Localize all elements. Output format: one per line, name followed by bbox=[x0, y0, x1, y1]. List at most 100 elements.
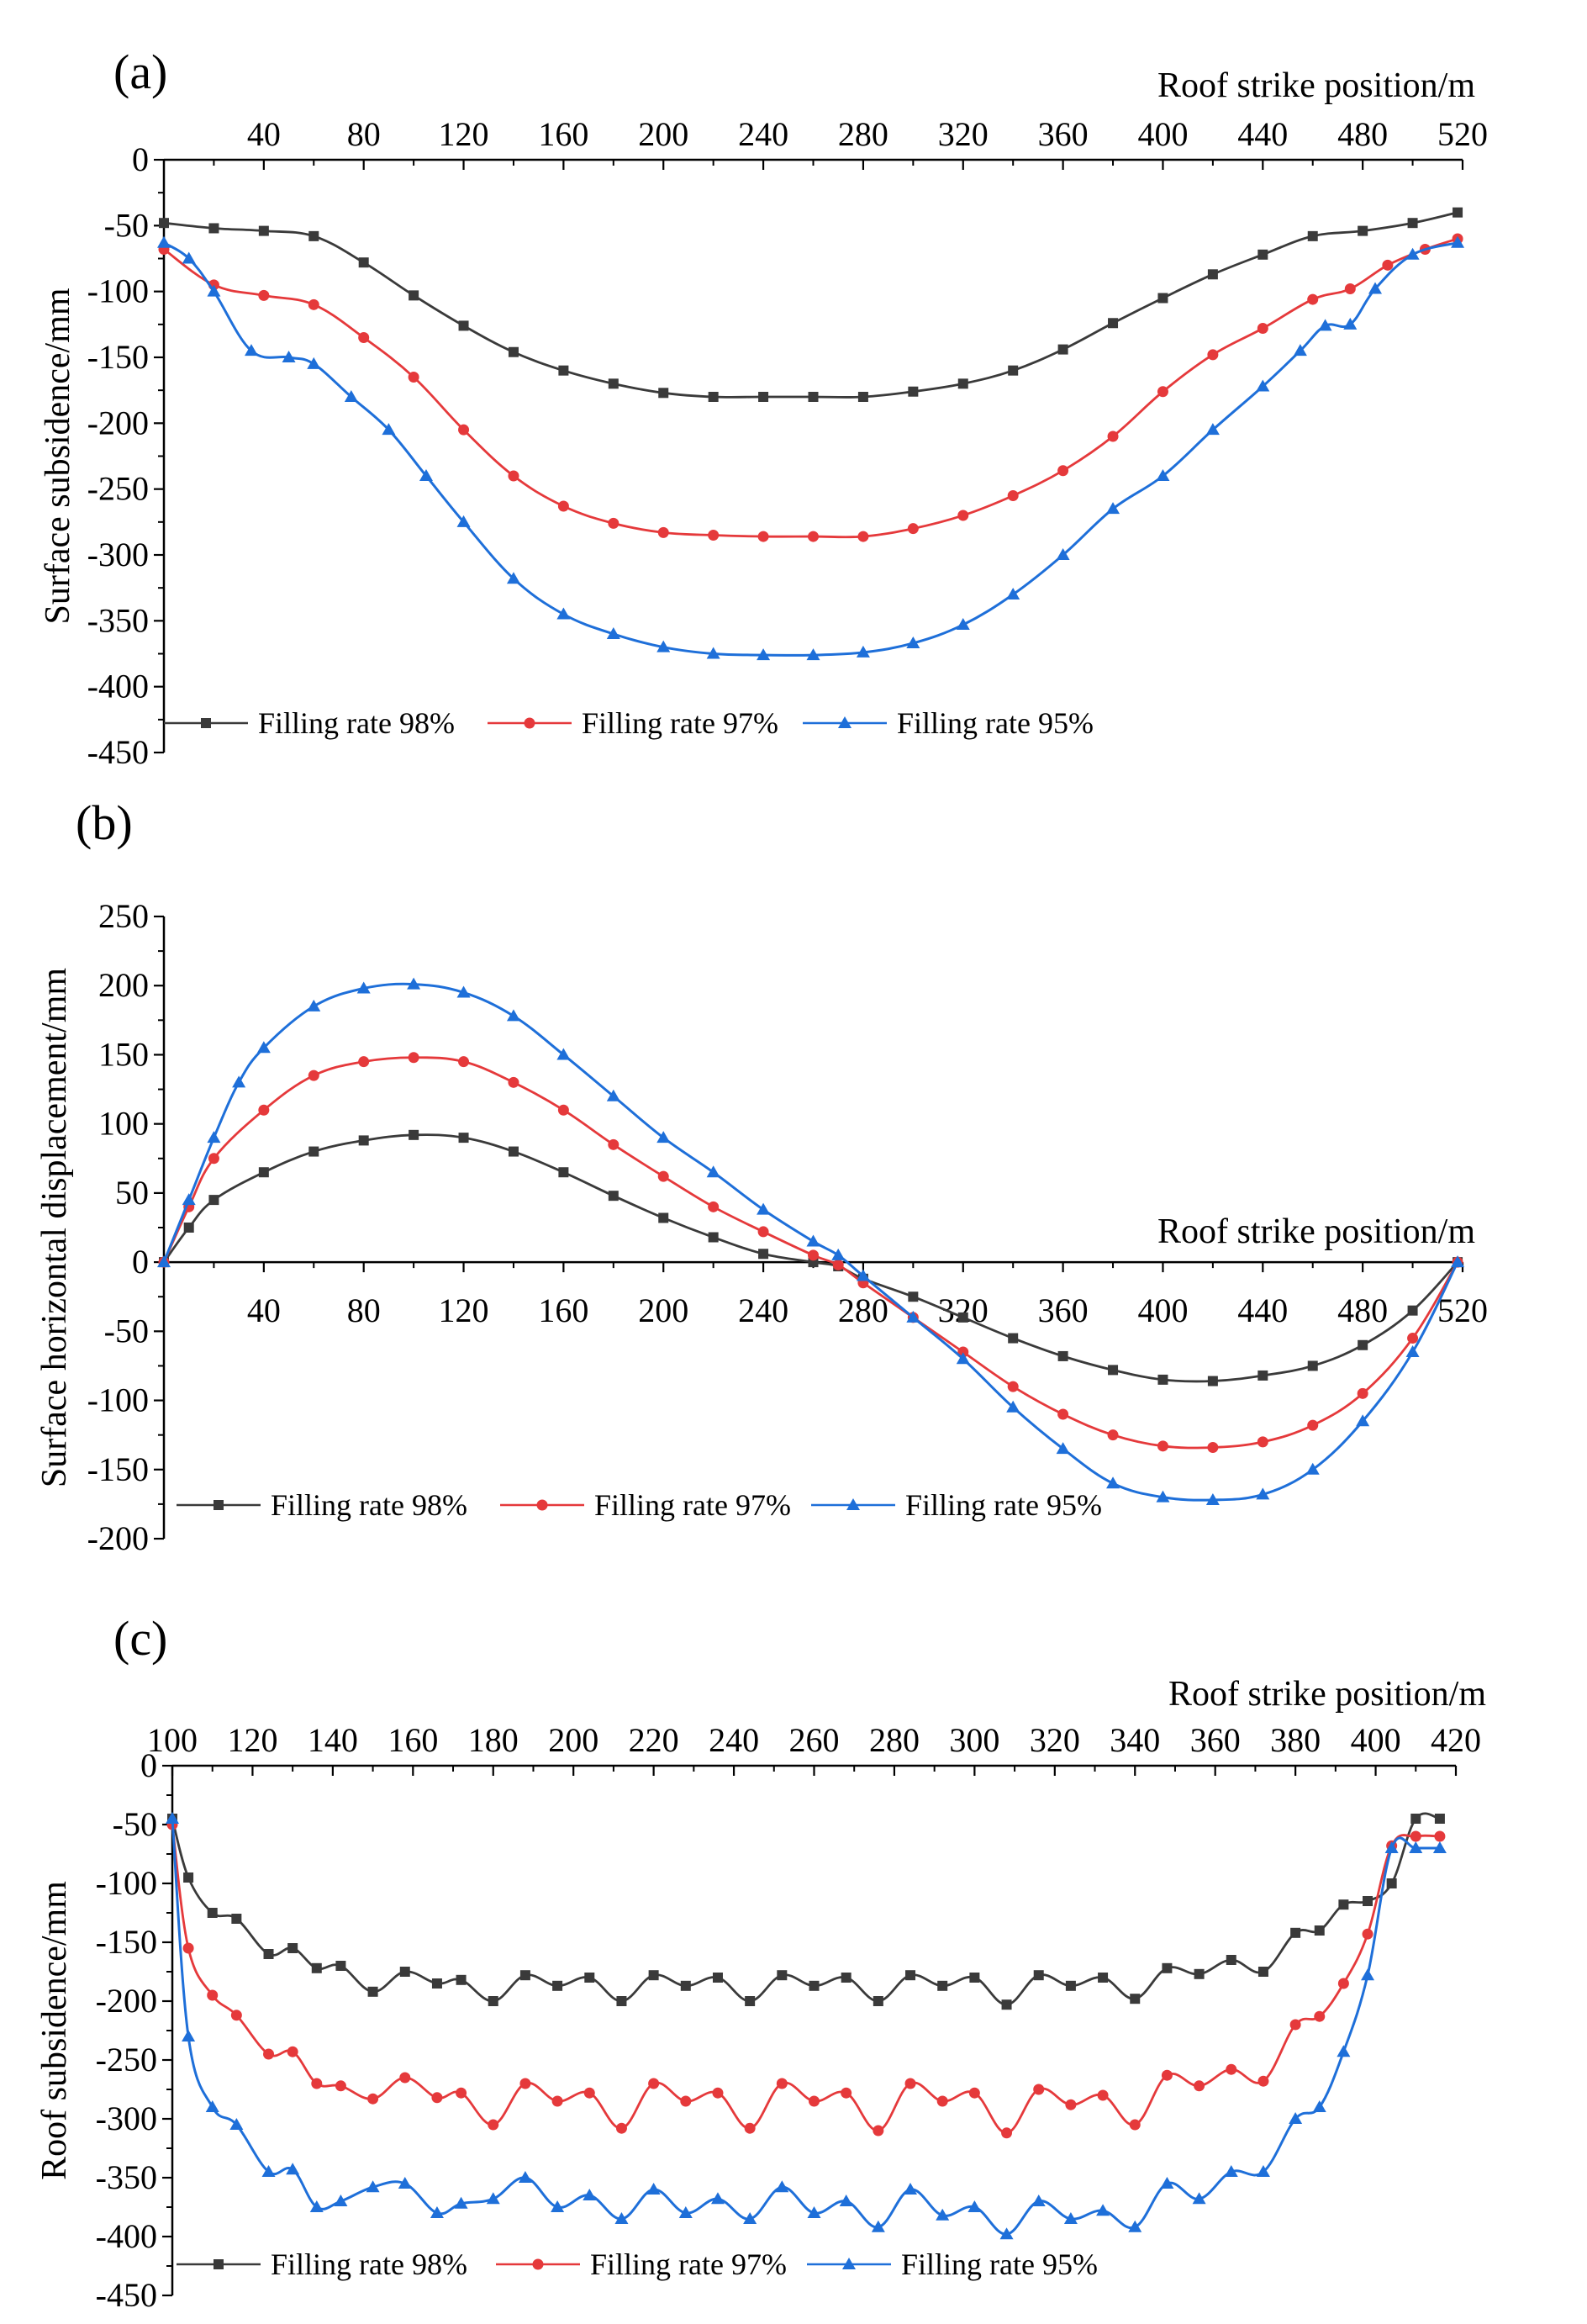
legend-marker bbox=[214, 2259, 224, 2269]
data-point bbox=[1257, 2075, 1269, 2087]
y-tick-label: -450 bbox=[87, 733, 149, 771]
y-axis-title: Surface horizontal displacement/mm bbox=[35, 968, 74, 1487]
x-tick-label: 520 bbox=[1437, 115, 1488, 153]
data-point bbox=[1314, 2010, 1326, 2022]
data-point bbox=[680, 1980, 691, 1991]
data-point bbox=[808, 531, 819, 542]
y-axis-title: Roof subsidence/mm bbox=[35, 1881, 74, 2180]
data-point bbox=[258, 225, 269, 236]
data-point bbox=[230, 2010, 242, 2021]
x-tick-label: 400 bbox=[1137, 115, 1188, 153]
data-point bbox=[356, 981, 371, 994]
data-point bbox=[1156, 1490, 1170, 1503]
data-point bbox=[1432, 1841, 1447, 1853]
y-tick-label: 200 bbox=[98, 966, 149, 1004]
data-point bbox=[1108, 1365, 1119, 1376]
x-tick-label: 120 bbox=[439, 1291, 489, 1329]
data-point bbox=[1162, 1962, 1173, 1973]
data-point bbox=[908, 386, 919, 397]
series-line bbox=[163, 241, 1458, 657]
data-point bbox=[508, 346, 519, 357]
legend-label: Filling rate 98% bbox=[258, 706, 455, 740]
data-point bbox=[1293, 344, 1307, 357]
x-tick-label: 360 bbox=[1038, 1291, 1089, 1329]
data-point bbox=[519, 1970, 530, 1981]
series-line bbox=[171, 1818, 1440, 2236]
data-point bbox=[906, 636, 920, 648]
y-tick-label: -200 bbox=[96, 1982, 157, 2020]
data-point bbox=[1157, 293, 1168, 304]
x-tick-label: 200 bbox=[638, 115, 688, 153]
data-point bbox=[608, 517, 620, 529]
data-point bbox=[1318, 319, 1332, 331]
data-point bbox=[358, 332, 370, 343]
data-point bbox=[1307, 230, 1318, 241]
chart-panel-0: 0 -50 -100 -150 -200 -250 -300 -350 -400 -450 40 80… bbox=[39, 45, 1488, 771]
data-point bbox=[1157, 1374, 1168, 1385]
data-point bbox=[207, 1131, 221, 1144]
data-point bbox=[1207, 349, 1219, 361]
data-point bbox=[1057, 344, 1068, 355]
data-point bbox=[905, 1970, 916, 1981]
data-point bbox=[841, 2087, 852, 2099]
data-point bbox=[1363, 1896, 1373, 1906]
data-point bbox=[969, 1973, 980, 1983]
x-tick-label: 40 bbox=[247, 1291, 281, 1329]
data-point bbox=[1107, 430, 1119, 442]
data-point bbox=[936, 2208, 950, 2221]
data-point bbox=[583, 2189, 597, 2200]
data-point bbox=[957, 1346, 969, 1358]
x-tick-label: 280 bbox=[838, 115, 888, 153]
data-point bbox=[488, 1996, 498, 2006]
series-s97 bbox=[158, 1052, 1463, 1453]
data-point bbox=[1157, 1440, 1168, 1452]
data-point bbox=[1194, 2080, 1205, 2092]
data-point bbox=[657, 1170, 669, 1182]
data-point bbox=[207, 284, 221, 297]
data-point bbox=[1207, 1376, 1218, 1386]
data-point bbox=[1307, 1419, 1319, 1431]
legend-entry: Filling rate 98% bbox=[177, 1488, 467, 1522]
data-point bbox=[758, 1249, 769, 1260]
data-point bbox=[456, 515, 471, 527]
data-point bbox=[1384, 1841, 1399, 1853]
data-point bbox=[1407, 218, 1418, 229]
data-point bbox=[967, 2200, 982, 2212]
x-tick-label: 280 bbox=[869, 1721, 920, 1759]
data-point bbox=[856, 645, 870, 658]
data-point bbox=[1057, 1350, 1068, 1361]
data-point bbox=[937, 1980, 948, 1991]
y-tick-label: -50 bbox=[104, 1312, 149, 1350]
data-point bbox=[408, 1052, 419, 1064]
data-point bbox=[311, 2078, 323, 2089]
data-point bbox=[1343, 317, 1358, 330]
data-point bbox=[712, 1973, 723, 1983]
data-point bbox=[358, 1056, 370, 1068]
data-point bbox=[367, 2093, 379, 2105]
data-point bbox=[1289, 2112, 1303, 2124]
data-point bbox=[334, 2195, 348, 2206]
data-point bbox=[710, 2192, 725, 2205]
x-tick-label: 300 bbox=[949, 1721, 999, 1759]
legend-entry: Filling rate 97% bbox=[496, 2247, 787, 2281]
data-point bbox=[776, 2078, 788, 2089]
data-point bbox=[399, 2072, 411, 2084]
legend-marker bbox=[201, 718, 211, 728]
data-point bbox=[1226, 1955, 1236, 1965]
data-point bbox=[282, 351, 296, 362]
data-point bbox=[309, 2200, 324, 2212]
data-point bbox=[1205, 1492, 1220, 1505]
x-tick-label: 360 bbox=[1190, 1721, 1241, 1759]
series-s98 bbox=[167, 1812, 1445, 2010]
x-tick-label: 40 bbox=[247, 115, 281, 153]
data-point bbox=[1361, 1968, 1375, 1981]
series-line bbox=[171, 1824, 1440, 2135]
y-tick-label: -400 bbox=[96, 2217, 157, 2255]
data-point bbox=[1405, 1345, 1420, 1357]
x-tick-label: 440 bbox=[1237, 115, 1288, 153]
y-tick-label: -200 bbox=[87, 1519, 149, 1557]
data-point bbox=[936, 2095, 948, 2107]
data-point bbox=[968, 2087, 980, 2099]
